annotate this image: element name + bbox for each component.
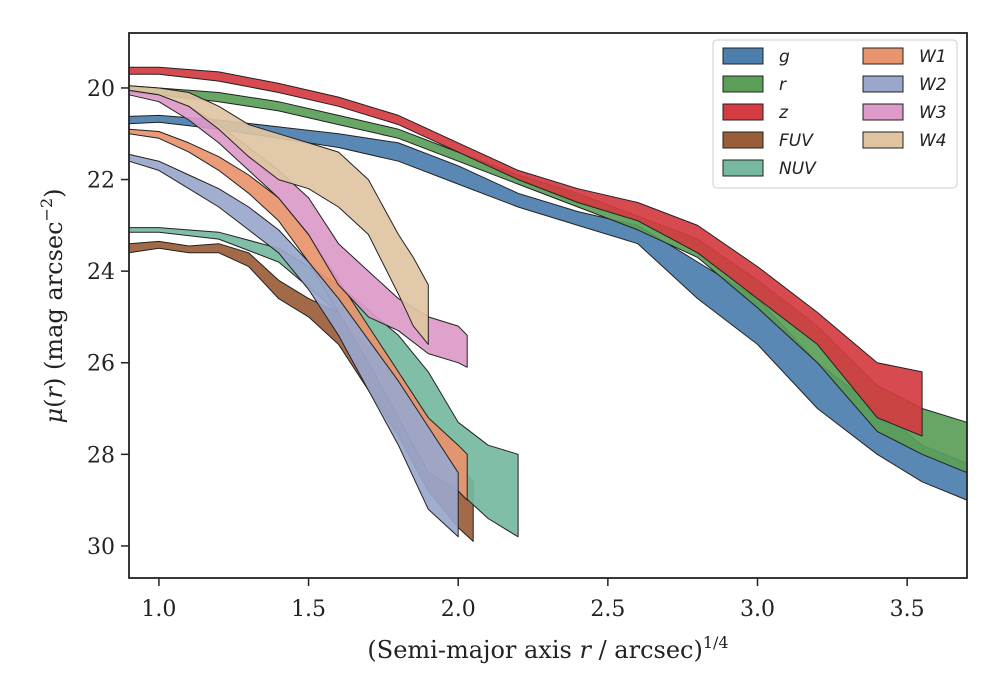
legend-swatch-r <box>722 75 764 93</box>
x-axis: 1.0 1.5 2.0 2.5 3.0 3.5 <box>141 578 925 622</box>
x-axis-title: (Semi-major axis r / arcsec)1/4 <box>367 633 728 664</box>
y-tick-label: 28 <box>87 443 115 468</box>
legend-label-z: z <box>778 103 789 123</box>
legend-swatch-w3 <box>862 103 904 121</box>
x-tick-label: 2.5 <box>590 597 625 622</box>
band-w2 <box>128 153 459 538</box>
legend: grz FUV NUV W1 W2 W3 W4 <box>712 39 958 189</box>
x-tick-label: 1.0 <box>141 597 176 622</box>
legend-swatch-g <box>722 47 764 65</box>
legend-swatch-w1 <box>862 47 904 65</box>
y-tick-label: 22 <box>87 169 115 194</box>
x-tick-label: 1.5 <box>291 597 326 622</box>
band-w4 <box>128 85 429 345</box>
y-tick-label: 26 <box>87 352 115 377</box>
legend-swatch-w4 <box>862 131 904 149</box>
legend-swatch-z <box>722 103 764 121</box>
legend-label-r: r <box>779 75 787 95</box>
legend-label-fuv: FUV <box>779 131 814 151</box>
legend-swatch-nuv <box>722 159 764 177</box>
legend-swatch-fuv <box>722 131 764 149</box>
y-tick-label: 30 <box>87 535 115 560</box>
y-tick-label: 20 <box>87 77 115 102</box>
x-tick-label: 2.0 <box>441 597 476 622</box>
x-tick-label: 3.0 <box>740 597 775 622</box>
legend-label-nuv: NUV <box>779 159 817 179</box>
legend-swatch-w2 <box>862 75 904 93</box>
legend-label-w2: W2 <box>919 75 947 95</box>
plot-frame <box>128 32 968 579</box>
x-tick-label: 3.5 <box>890 597 925 622</box>
series-bands <box>128 66 968 542</box>
legend-label-w1: W1 <box>919 47 947 67</box>
y-tick-label: 24 <box>87 260 115 285</box>
legend-label-w3: W3 <box>919 103 947 123</box>
legend-label-g: g <box>779 47 790 67</box>
band-z <box>128 66 923 437</box>
y-axis: 20 22 24 26 28 30 <box>87 77 129 560</box>
y-axis-title: μ(r) (mag arcsec−2) <box>37 188 68 423</box>
legend-label-w4: W4 <box>919 131 947 151</box>
